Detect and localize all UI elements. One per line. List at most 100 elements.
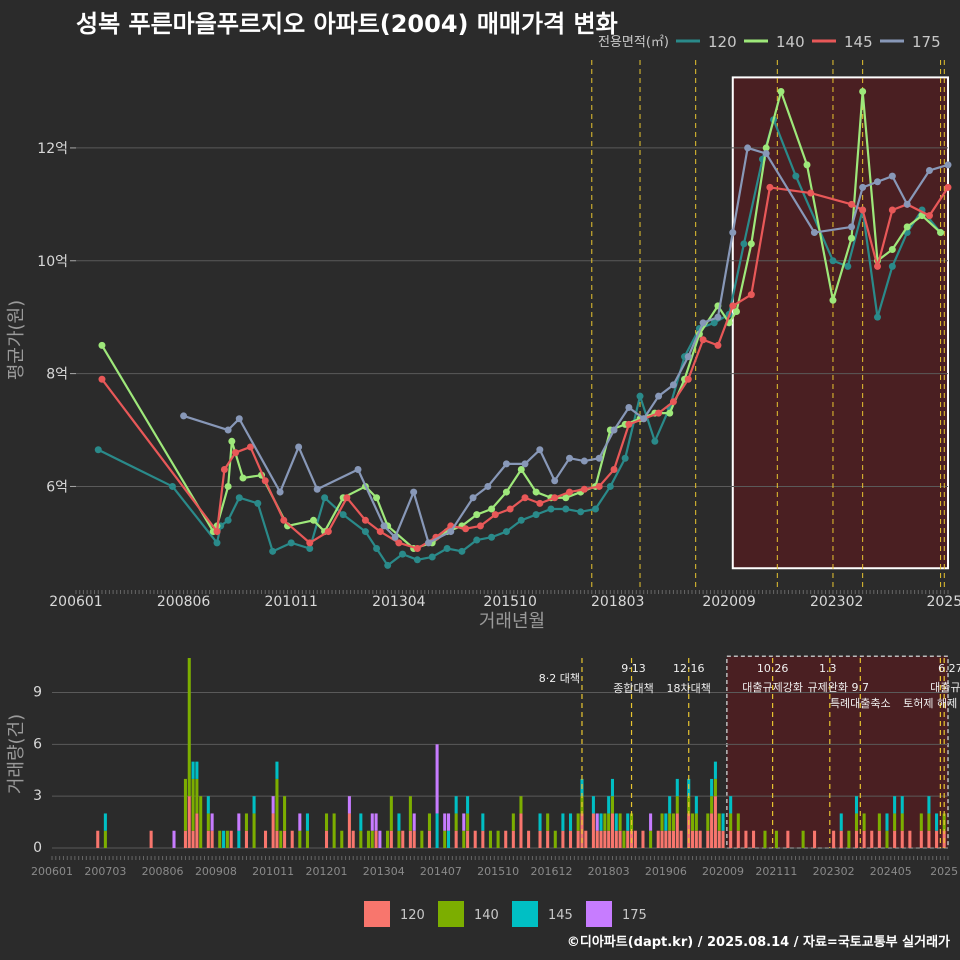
series-point-140	[747, 240, 755, 248]
bar-120	[347, 813, 351, 848]
bar-140	[183, 778, 187, 831]
series-point-175	[655, 392, 663, 400]
top-x-tick-label: 202009	[702, 594, 755, 610]
bar-140	[694, 813, 698, 831]
series-point-145	[395, 539, 403, 547]
policy-sub-label: 18차대책	[667, 682, 711, 695]
top-series	[94, 87, 952, 569]
series-point-120	[636, 392, 644, 400]
bar-145	[614, 813, 618, 831]
bar-140	[324, 813, 329, 831]
bar-145	[275, 761, 279, 779]
bar-140	[519, 796, 523, 814]
series-point-120	[224, 516, 232, 524]
top-x-tick-label: 201803	[591, 594, 644, 610]
bar-140	[496, 830, 500, 848]
bar-120	[698, 830, 702, 848]
bar-145	[900, 796, 904, 814]
series-point-145	[306, 539, 314, 547]
series-point-175	[714, 313, 722, 321]
bottom-legend: 120 140 145 175	[364, 901, 647, 927]
series-point-120	[458, 547, 466, 555]
series-point-140	[517, 466, 525, 474]
policy-label: 9·13	[621, 662, 646, 675]
series-point-145	[766, 183, 774, 191]
series-point-120	[361, 528, 369, 536]
bar-120	[671, 830, 676, 848]
series-point-145	[807, 189, 815, 197]
series-point-175	[699, 319, 707, 327]
bar-175	[172, 830, 176, 848]
bar-145	[675, 778, 679, 797]
bar-140	[900, 813, 904, 831]
policy-sub-label: 대출규제	[930, 681, 960, 694]
chart-title: 성복 푸른마을푸르지오 아파트(2004) 매매가격 변화	[76, 10, 618, 38]
bottom-x-tick-label: 201510	[477, 865, 519, 878]
bottom-legend-label-140: 140	[474, 908, 499, 923]
series-point-175	[380, 522, 388, 530]
series-point-175	[180, 412, 188, 420]
series-point-145	[729, 302, 737, 310]
bar-140	[603, 813, 607, 831]
bar-120	[717, 830, 721, 848]
bar-145	[694, 796, 698, 814]
series-point-140	[903, 223, 911, 231]
bar-120	[618, 830, 622, 848]
bar-140	[801, 830, 805, 848]
top-x-tick-label: 202302	[810, 594, 863, 610]
bar-120	[591, 813, 595, 848]
bar-140	[187, 658, 191, 797]
series-point-175	[521, 460, 529, 468]
bar-120	[473, 830, 477, 848]
series-point-175	[762, 150, 770, 158]
bar-140	[847, 830, 851, 848]
series-point-120	[168, 482, 176, 490]
bar-145	[252, 796, 256, 814]
series-point-175	[640, 415, 648, 423]
series-point-145	[699, 336, 707, 344]
bar-120	[195, 813, 199, 848]
bar-145	[538, 813, 542, 831]
bar-120	[900, 830, 904, 848]
bar-120	[813, 830, 817, 848]
bottom-x-tick-labels: 200601 200703 200806 200908 201011 201201 2013…	[31, 865, 958, 878]
bar-120	[660, 830, 664, 848]
series-point-175	[469, 494, 477, 502]
bar-140	[553, 830, 557, 848]
bar-120	[191, 830, 195, 848]
bar-140	[710, 796, 714, 814]
top-legend-title: 전용면적(㎡)	[598, 35, 669, 50]
bar-120	[454, 830, 458, 848]
bar-140	[225, 830, 229, 848]
series-point-175	[873, 178, 881, 186]
top-x-tick-label: 201011	[264, 594, 317, 610]
series-point-175	[502, 460, 510, 468]
bar-140	[893, 813, 897, 831]
series-point-145	[595, 482, 603, 490]
series-point-120	[413, 556, 421, 564]
bar-140	[206, 813, 210, 831]
top-x-tick-labels: 200601 200806 201011 201304 201510 201803 2020…	[49, 594, 960, 610]
bar-145	[729, 796, 733, 814]
bar-140	[199, 796, 203, 848]
bar-145	[935, 813, 939, 831]
bar-145	[721, 813, 725, 831]
bar-120	[263, 830, 268, 848]
series-point-120	[621, 454, 629, 462]
series-point-120	[792, 172, 800, 180]
bar-140	[607, 813, 611, 831]
bar-140	[389, 796, 393, 831]
bar-120	[538, 830, 542, 848]
bar-140	[359, 830, 363, 848]
bar-140	[305, 830, 309, 848]
bar-140	[885, 830, 889, 848]
bar-140	[298, 830, 302, 848]
policy-sub-label: 토허제 해제	[903, 696, 957, 710]
bar-140	[546, 813, 550, 831]
series-point-120	[339, 511, 347, 519]
bar-120	[569, 830, 573, 848]
series-point-120	[517, 516, 525, 524]
bar-140	[862, 813, 866, 831]
bottom-x-tick-label: 201201	[306, 865, 348, 878]
top-grid	[70, 147, 949, 594]
